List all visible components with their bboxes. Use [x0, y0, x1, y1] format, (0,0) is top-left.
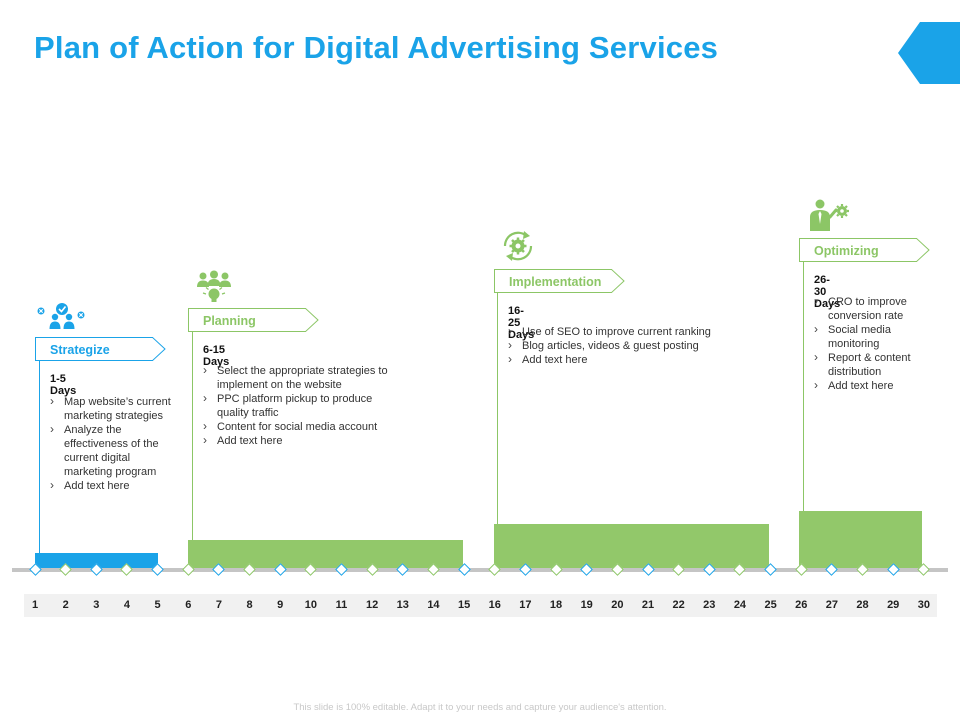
- bullet-item: Blog articles, videos & guest posting: [508, 338, 748, 353]
- bullet-item: Select the appropriate strategies to imp…: [203, 363, 403, 392]
- stage-connector-line: [39, 360, 40, 566]
- bullet-item: Add text here: [50, 478, 175, 493]
- day-number: 28: [856, 599, 869, 611]
- day-number: 2: [62, 599, 69, 611]
- stage-bullets: CRO to improve conversion rate Social me…: [814, 294, 934, 393]
- day-number: 10: [304, 599, 317, 611]
- bullet-item: Add text here: [814, 378, 934, 393]
- day-number-strip: 1 2 3 4 5 6 7 8 9 10 11 12 13 14 15 16 17 18 19 20 21 22 23 24 2…: [24, 594, 937, 617]
- bullet-item: Social media monitoring: [814, 322, 934, 351]
- day-number: 16: [488, 599, 501, 611]
- stage-label-tag: Planning: [188, 308, 319, 332]
- bullet-item: PPC platform pickup to produce quality t…: [203, 391, 403, 420]
- stage-label: Planning: [203, 314, 256, 328]
- day-number: 30: [917, 599, 930, 611]
- day-number: 4: [123, 599, 130, 611]
- planning-duration-bar: [188, 540, 463, 568]
- day-number: 21: [641, 599, 655, 611]
- day-number: 17: [519, 599, 532, 611]
- stage-label-tag: Implementation: [494, 269, 625, 293]
- day-number: 23: [703, 599, 716, 611]
- day-number: 14: [427, 599, 440, 611]
- bullet-item: Content for social media account: [203, 419, 403, 434]
- timeline-axis: [12, 568, 948, 572]
- stage-label: Optimizing: [814, 244, 879, 258]
- day-number: 13: [396, 599, 409, 611]
- optimizing-duration-bar: [799, 511, 922, 568]
- person-gear-icon: [805, 198, 853, 237]
- day-number: 12: [366, 599, 379, 611]
- day-number: 1: [31, 599, 39, 611]
- day-number: 6: [185, 599, 192, 611]
- day-number: 15: [457, 599, 471, 611]
- stage-label-tag: Optimizing: [799, 238, 930, 262]
- day-number: 18: [549, 599, 563, 611]
- slide-footer-note: This slide is 100% editable. Adapt it to…: [293, 702, 667, 713]
- stage-label: Implementation: [509, 275, 602, 289]
- stage-label: Strategize: [50, 343, 110, 357]
- bullet-item: Add text here: [203, 433, 403, 448]
- day-number: 27: [825, 599, 839, 611]
- day-number: 25: [764, 599, 777, 611]
- stage-days: 1-5 Days: [50, 373, 77, 397]
- day-number: 19: [580, 599, 593, 611]
- day-number: 7: [215, 599, 222, 611]
- bullet-item: Use of SEO to improve current ranking: [508, 324, 748, 339]
- slide-title: Plan of Action for Digital Advertising S…: [34, 30, 719, 65]
- group-idea-icon: [194, 269, 234, 308]
- day-number: 20: [611, 599, 624, 611]
- stage-label-tag: Strategize: [35, 337, 166, 361]
- stage-bullets: Map website’s current marketing strategi…: [50, 394, 175, 493]
- day-number: 3: [93, 599, 100, 611]
- day-number: 22: [672, 599, 685, 611]
- bullet-item: Map website’s current marketing strategi…: [50, 394, 175, 423]
- implementation-duration-bar: [494, 524, 769, 568]
- stage-bullets: Use of SEO to improve current ranking Bl…: [508, 324, 748, 367]
- bullet-item: Report & content distribution: [814, 350, 934, 379]
- stage-connector-line: [803, 262, 804, 511]
- bullet-item: CRO to improve conversion rate: [814, 294, 934, 323]
- stage-connector-line: [497, 292, 498, 524]
- day-number: 26: [795, 599, 808, 611]
- day-number: 11: [335, 599, 348, 611]
- stage-bullets: Select the appropriate strategies to imp…: [203, 363, 403, 448]
- team-check-icon: [35, 302, 89, 337]
- day-number: 9: [277, 599, 284, 611]
- day-number: 5: [154, 599, 161, 611]
- bullet-item: Add text here: [508, 352, 748, 367]
- stage-connector-line: [192, 331, 193, 540]
- bullet-item: Analyze the effectiveness of the current…: [50, 422, 175, 479]
- gear-cycle-icon: [499, 228, 537, 269]
- corner-arrow-decoration: [898, 22, 960, 84]
- day-number: 8: [246, 599, 253, 611]
- day-number: 24: [733, 599, 747, 611]
- day-number: 29: [887, 599, 900, 611]
